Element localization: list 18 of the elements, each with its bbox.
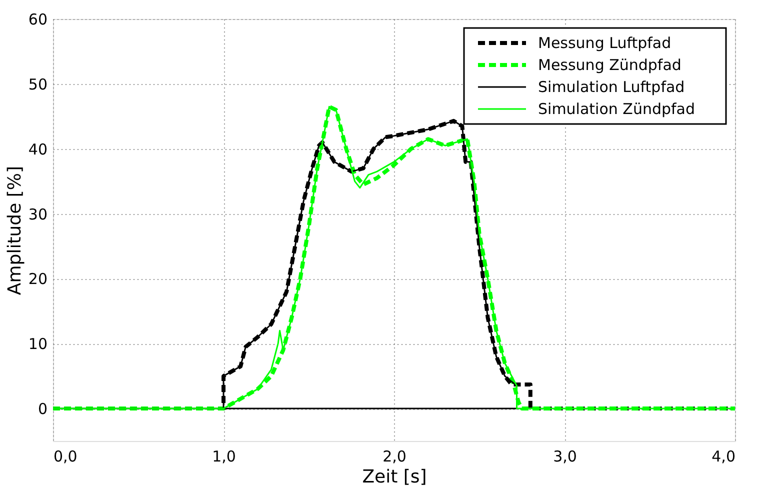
y-axis-title: Amplitude [%] bbox=[4, 166, 26, 296]
y-tick-label: 50 bbox=[28, 75, 48, 94]
legend-label: Simulation Zündpfad bbox=[538, 100, 695, 118]
x-tick-label: 4,0 bbox=[712, 448, 736, 466]
x-axis-title: Zeit [s] bbox=[362, 466, 427, 488]
y-tick-label: 0 bbox=[38, 400, 48, 418]
y-tick-label: 40 bbox=[28, 140, 48, 158]
y-tick-label: 20 bbox=[28, 270, 48, 288]
legend-label: Messung Zündpfad bbox=[538, 56, 682, 74]
y-tick-label: 30 bbox=[28, 205, 48, 224]
x-tick-label: 1,0 bbox=[212, 448, 236, 466]
y-tick-label: 60 bbox=[28, 10, 48, 28]
y-tick-label: 10 bbox=[28, 335, 48, 354]
x-tick-label: 2,0 bbox=[382, 448, 406, 466]
x-tick-label: 3,0 bbox=[553, 448, 577, 466]
x-tick-label: 0,0 bbox=[54, 448, 78, 466]
legend-label: Messung Luftpfad bbox=[538, 34, 672, 52]
legend-label: Simulation Luftpfad bbox=[538, 78, 685, 96]
